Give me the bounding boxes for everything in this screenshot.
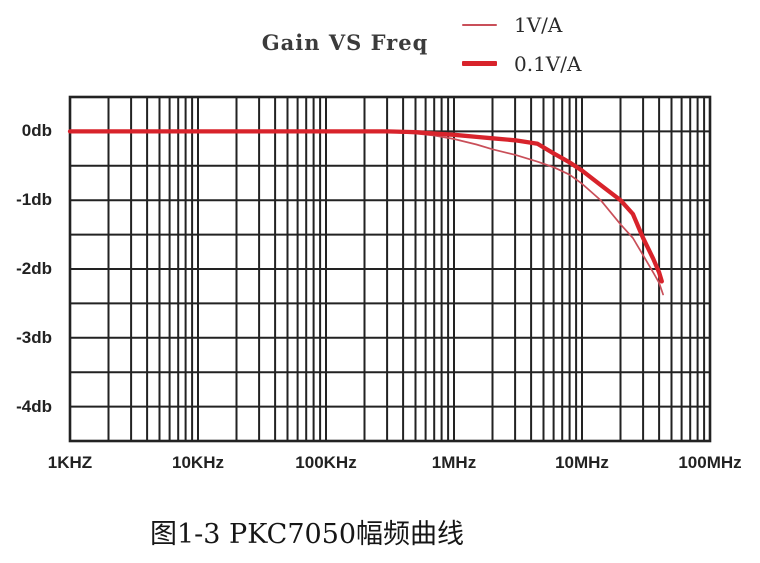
x-tick-label: 1MHz xyxy=(431,453,477,472)
y-tick-label: -3db xyxy=(16,328,52,347)
legend-item-01va: 0.1V/A xyxy=(462,44,581,83)
grid xyxy=(68,95,712,443)
chart-title: Gain VS Freq xyxy=(261,30,429,55)
x-tick-label: 10MHz xyxy=(555,453,609,472)
x-tick-label: 100MHz xyxy=(678,453,742,472)
y-tick-label: 0db xyxy=(21,121,52,140)
plot-border xyxy=(68,95,712,443)
x-tick-label: 10KHz xyxy=(172,453,224,472)
legend-label-1va: 1V/A xyxy=(514,12,563,37)
curve-0-1v-a xyxy=(67,129,664,284)
figure-caption: 图1-3 PKC7050幅频曲线 xyxy=(150,519,465,550)
legend-item-1va: 1V/A xyxy=(462,5,581,44)
y-tick-label: -4db xyxy=(16,397,52,416)
x-tick-label: 1KHZ xyxy=(47,453,93,472)
legend-label-01va: 0.1V/A xyxy=(514,51,582,76)
x-tick-label: 100KHz xyxy=(295,453,357,472)
y-tick-label: -1db xyxy=(16,190,52,209)
y-tick-label: -2db xyxy=(16,259,52,278)
legend-line-swatch-thick xyxy=(462,61,497,66)
legend-line-swatch-thin xyxy=(462,23,497,26)
legend: 1V/A 0.1V/A xyxy=(462,5,581,83)
